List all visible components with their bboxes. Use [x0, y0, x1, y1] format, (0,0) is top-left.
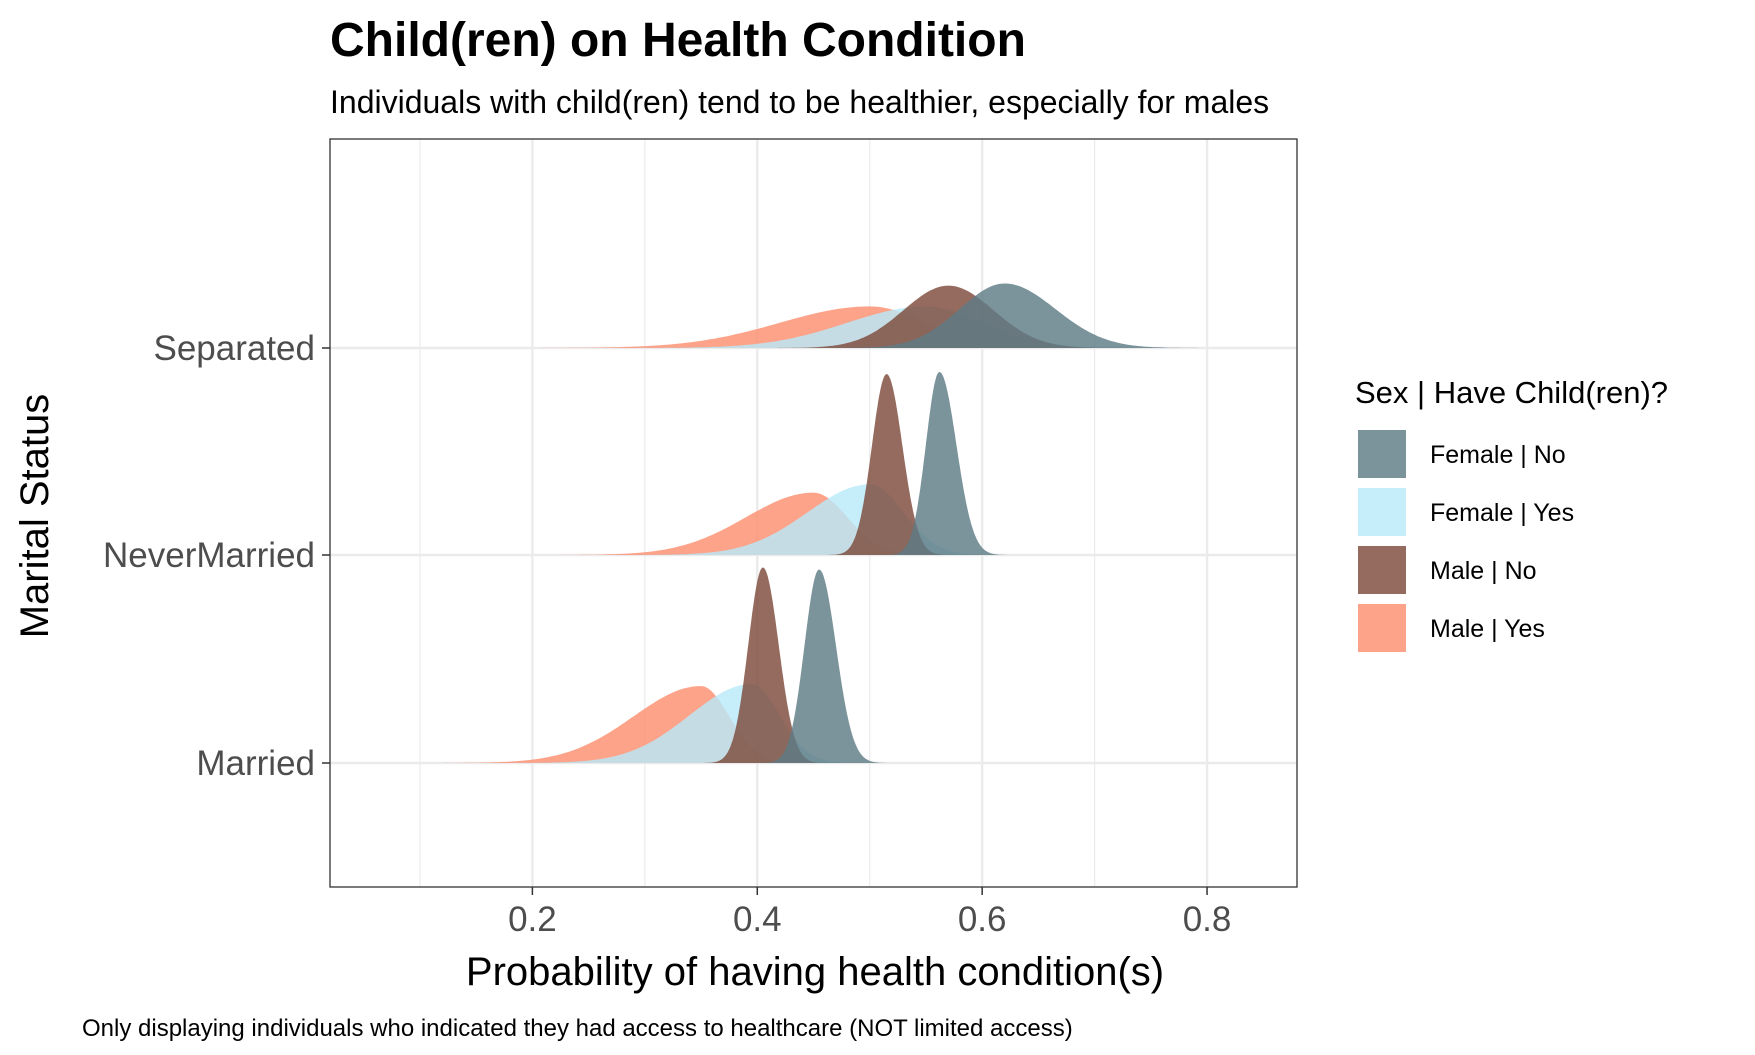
legend-label-male-yes: Male | Yes	[1430, 615, 1545, 643]
y-tick-label: Separated	[153, 329, 315, 368]
density-male-no-nevermarried	[828, 374, 950, 555]
legend-swatch-male-yes	[1358, 604, 1406, 652]
density-curves	[431, 283, 1207, 763]
x-tick-label: 0.2	[508, 900, 557, 939]
x-tick-label: 0.8	[1183, 900, 1232, 939]
chart-title: Child(ren) on Health Condition	[330, 14, 1026, 67]
y-axis: Married NeverMarried Separated	[103, 329, 330, 783]
chart-caption: Only displaying individuals who indicate…	[82, 1015, 1073, 1042]
legend-items: Female | No Female | Yes Male | No Male | Y…	[1358, 430, 1574, 652]
y-tick-label: NeverMarried	[103, 536, 315, 575]
legend: Sex | Have Child(ren)? Female | NoFemale…	[1355, 375, 1668, 652]
legend-swatch-male-no	[1358, 546, 1406, 594]
legend-swatch-female-no	[1358, 430, 1406, 478]
panel-border	[329, 138, 1298, 888]
density-male-no-separated	[768, 285, 1129, 348]
legend-label-female-no: Female | No	[1430, 441, 1566, 469]
x-axis: 0.2 0.4 0.6 0.8	[508, 887, 1231, 939]
plot-panel	[329, 138, 1298, 888]
y-tick-label: Married	[196, 744, 315, 783]
density-female-no-married	[760, 569, 887, 763]
legend-label-male-no: Male | No	[1430, 557, 1537, 585]
legend-label-female-yes: Female | Yes	[1430, 499, 1574, 527]
density-female-no-nevermarried	[885, 372, 1007, 555]
legend-swatch-female-yes	[1358, 488, 1406, 536]
x-tick-label: 0.4	[733, 900, 782, 939]
density-female-no-separated	[824, 283, 1207, 348]
y-axis-title: Marital Status	[13, 394, 57, 639]
chart-subtitle: Individuals with child(ren) tend to be h…	[330, 84, 1269, 120]
x-tick-label: 0.6	[958, 900, 1007, 939]
legend-title: Sex | Have Child(ren)?	[1355, 375, 1668, 410]
density-male-no-married	[704, 567, 826, 763]
x-axis-title: Probability of having health condition(s…	[466, 950, 1164, 994]
